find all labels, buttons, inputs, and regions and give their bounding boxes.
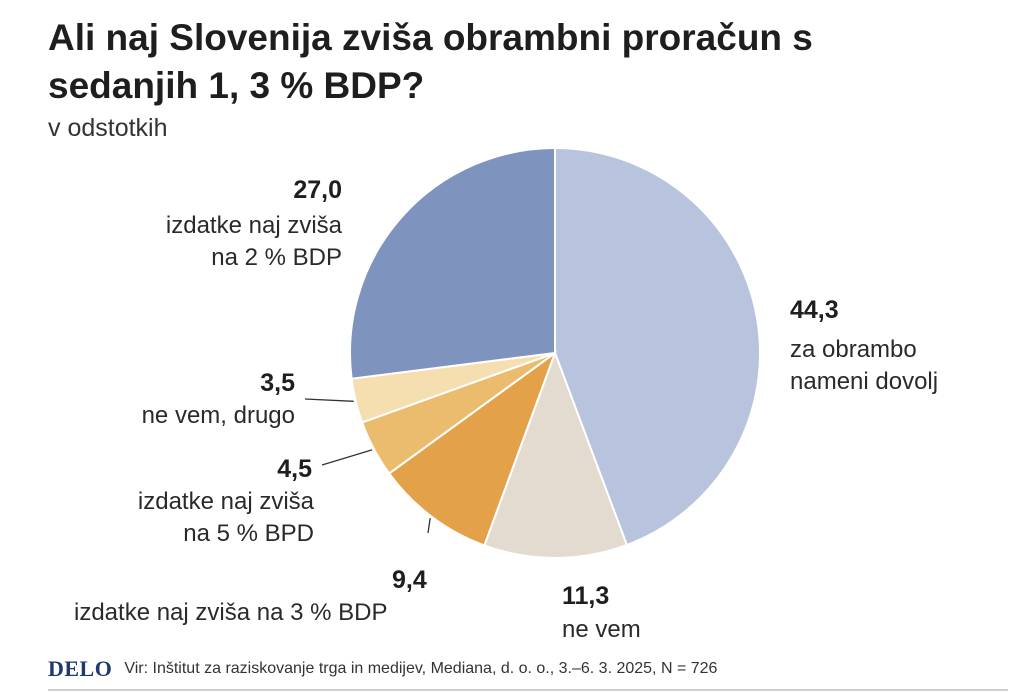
pie-slice-0 xyxy=(554,146,761,547)
slice-label-11: ne vem xyxy=(562,616,641,643)
slice-label-44: za obrambo nameni dovolj xyxy=(790,336,939,395)
chart-title: Ali naj Slovenija zviša obrambni proraču… xyxy=(48,17,813,106)
slice-label-4: izdatke naj zviša na 5 % BPD xyxy=(137,488,314,547)
slice-label-3: ne vem, drugo xyxy=(141,402,295,429)
leader-line-3 xyxy=(321,449,373,466)
leader-line-2 xyxy=(427,518,431,534)
bottom-divider xyxy=(48,689,1008,691)
slice-label-9: izdatke naj zviša na 3 % BDP xyxy=(74,599,388,626)
slice-label-27: izdatke naj zviša na 2 % BDP xyxy=(165,212,342,271)
leader-line-4 xyxy=(304,398,354,402)
slice-value-11: 11,3 xyxy=(562,582,610,610)
delo-logo: DELO xyxy=(48,656,113,681)
source-note: Vir: Inštitut za raziskovanje trga in me… xyxy=(124,660,718,677)
slice-value-44: 44,3 xyxy=(790,296,839,324)
pie-slice-1 xyxy=(483,350,629,559)
chart-subtitle: v odstotkih xyxy=(48,114,168,142)
slice-value-27: 27,0 xyxy=(293,176,342,204)
pie-slice-2 xyxy=(387,350,558,547)
pie-slice-5 xyxy=(349,146,556,380)
slice-value-4: 4,5 xyxy=(277,455,312,483)
slice-value-9: 9,4 xyxy=(392,566,427,594)
footer: DELO Vir: Inštitut za raziskovanje trga … xyxy=(48,656,988,682)
slice-value-3: 3,5 xyxy=(260,369,295,397)
